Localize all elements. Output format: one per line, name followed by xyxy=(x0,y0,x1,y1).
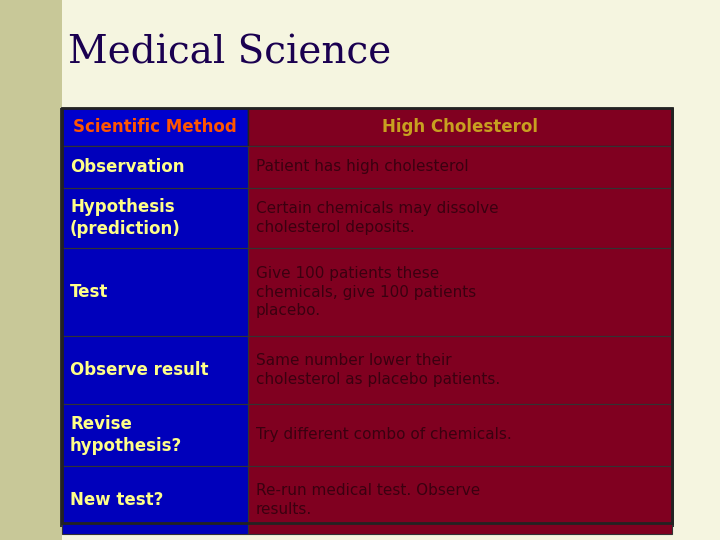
Text: Give 100 patients these
chemicals, give 100 patients
placebo.: Give 100 patients these chemicals, give … xyxy=(256,266,477,318)
Bar xyxy=(248,146,672,188)
Bar xyxy=(248,248,672,336)
Text: Test: Test xyxy=(70,283,109,301)
Bar xyxy=(62,336,248,404)
Bar xyxy=(62,404,248,466)
Text: Medical Science: Medical Science xyxy=(68,35,391,72)
Text: Revise
hypothesis?: Revise hypothesis? xyxy=(70,415,182,455)
Text: Certain chemicals may dissolve
cholesterol deposits.: Certain chemicals may dissolve cholester… xyxy=(256,201,499,235)
Bar xyxy=(60,108,674,527)
Bar xyxy=(248,188,672,248)
Bar xyxy=(0,0,62,540)
Bar xyxy=(248,108,672,146)
Bar xyxy=(62,188,248,248)
Bar xyxy=(248,466,672,534)
Text: Observe result: Observe result xyxy=(70,361,209,379)
Bar xyxy=(62,108,248,146)
Text: Same number lower their
cholesterol as placebo patients.: Same number lower their cholesterol as p… xyxy=(256,353,500,387)
Text: High Cholesterol: High Cholesterol xyxy=(382,118,538,136)
Text: New test?: New test? xyxy=(70,491,163,509)
Text: Hypothesis
(prediction): Hypothesis (prediction) xyxy=(70,198,181,238)
Bar xyxy=(248,404,672,466)
Text: Patient has high cholesterol: Patient has high cholesterol xyxy=(256,159,469,174)
Bar xyxy=(62,146,248,188)
Bar xyxy=(248,336,672,404)
Text: Scientific Method: Scientific Method xyxy=(73,118,237,136)
Bar xyxy=(62,108,672,523)
Text: Re-run medical test. Observe
results.: Re-run medical test. Observe results. xyxy=(256,483,480,517)
Text: Try different combo of chemicals.: Try different combo of chemicals. xyxy=(256,428,512,442)
Bar xyxy=(62,466,248,534)
Text: Observation: Observation xyxy=(70,158,184,176)
Bar xyxy=(62,248,248,336)
